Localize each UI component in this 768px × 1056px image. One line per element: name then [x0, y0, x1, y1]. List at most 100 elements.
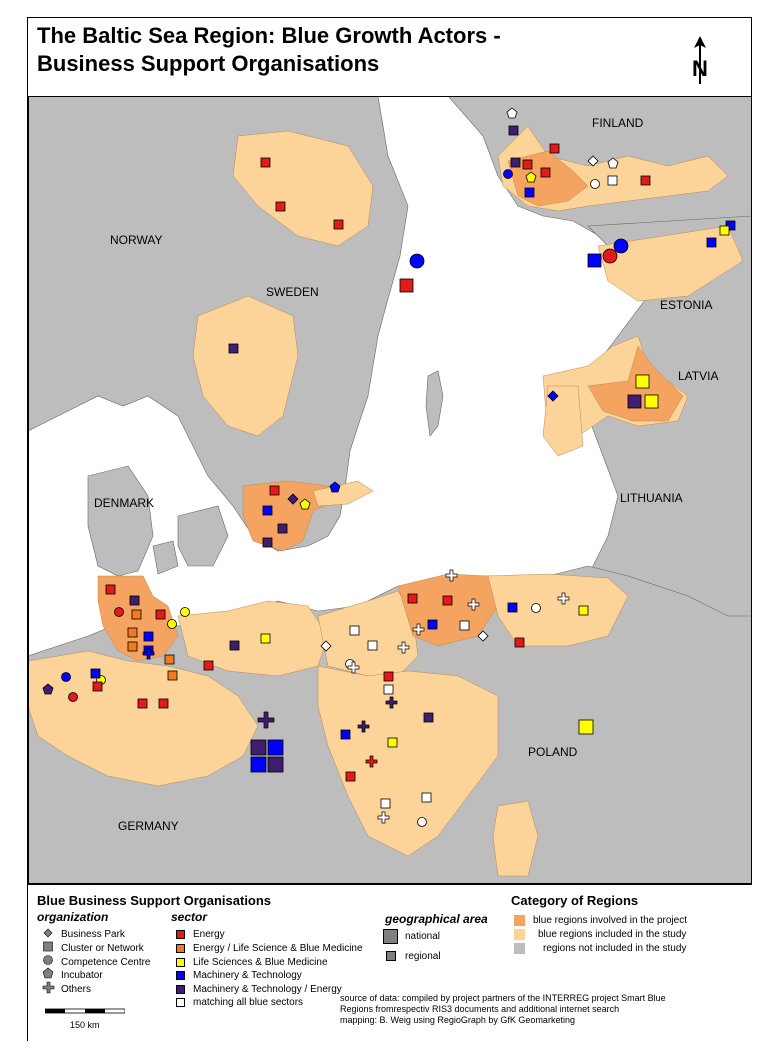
- region-riga: [587, 345, 684, 422]
- legend-geo-national: national: [405, 931, 441, 942]
- title-line-1: The Baltic Sea Region: Blue Growth Actor…: [37, 23, 501, 48]
- marker-other-darkpurple: [385, 696, 398, 709]
- marker-cluster-darkpurple-national: [627, 394, 642, 409]
- legend-heading: Blue Business Support Organisations: [37, 893, 272, 908]
- sector-swatch-energy: [176, 930, 185, 939]
- marker-park-white: [587, 155, 599, 167]
- marker-cluster-darkpurple: [262, 537, 273, 548]
- marker-cluster-darkpurple: [508, 125, 519, 136]
- label-poland: POLAND: [528, 745, 578, 759]
- marker-cluster-orange: [164, 654, 175, 665]
- marker-competence-yellow: [167, 619, 177, 629]
- marker-cluster-blue: [524, 187, 535, 198]
- marker-cluster-blue: [507, 602, 518, 613]
- marker-cluster-red: [522, 159, 533, 170]
- land-denmark: [87, 465, 154, 577]
- legend-category-heading: Category of Regions: [511, 893, 639, 908]
- marker-park-white: [320, 640, 332, 652]
- marker-cluster-darkpurple: [228, 343, 239, 354]
- marker-cluster-darkpurple: [423, 712, 434, 723]
- marker-cluster-white: [349, 625, 360, 636]
- region-blekinge: [312, 480, 374, 507]
- marker-competence-red-national: [602, 248, 618, 264]
- marker-cluster-white: [459, 620, 470, 631]
- legend-org-business-park: Business Park: [61, 929, 125, 940]
- marker-competence-white: [417, 817, 427, 827]
- marker-competence-red: [68, 692, 78, 702]
- legend-sector-machinery-energy: Machinery & Technology / Energy: [193, 984, 342, 995]
- region-warmia: [487, 573, 629, 647]
- marker-cluster-yellow: [387, 737, 398, 748]
- title-line-2: Business Support Organisations: [37, 51, 380, 76]
- marker-competence-blue-national: [409, 253, 425, 269]
- geo-national-symbol: [383, 929, 398, 944]
- marker-cluster-white: [383, 684, 394, 695]
- marker-cluster-darkpurple: [277, 523, 288, 534]
- marker-cluster-yellow: [719, 225, 730, 236]
- marker-cluster-white: [607, 175, 618, 186]
- marker-cluster-blue: [706, 237, 717, 248]
- incubator-icon: [42, 967, 54, 979]
- source-line-1: source of data: compiled by project part…: [340, 993, 666, 1003]
- region-sweden-mid: [192, 295, 299, 437]
- label-estonia: ESTONIA: [660, 298, 713, 312]
- marker-park-blue: [547, 390, 559, 402]
- marker-competence-blue: [503, 169, 513, 179]
- category-swatch-study: [514, 929, 525, 940]
- marker-incubator-yellow: [299, 498, 311, 510]
- legend-geo-regional: regional: [405, 951, 441, 962]
- marker-competence-blue: [61, 672, 71, 682]
- organization-symbols: [42, 928, 55, 994]
- marker-other-darkpurple: [357, 720, 370, 733]
- legend-org-cluster: Cluster or Network: [61, 943, 144, 954]
- marker-cluster-blue: [262, 505, 273, 516]
- label-germany: GERMANY: [118, 819, 179, 833]
- marker-other-white: [347, 661, 360, 674]
- legend-sector-machinery: Machinery & Technology: [193, 970, 302, 981]
- marker-cluster-red: [203, 660, 214, 671]
- marker-cluster-yellow: [578, 605, 589, 616]
- legend-geo-heading: geographical area: [385, 912, 488, 926]
- legend-sector-energy: Energy: [193, 929, 225, 940]
- marker-cluster-red: [640, 175, 651, 186]
- region-lithuania-coast: [542, 385, 584, 457]
- marker-cluster-blue: [725, 220, 736, 231]
- map-title: The Baltic Sea Region: Blue Growth Actor…: [37, 22, 501, 78]
- marker-cluster-yellow-national: [635, 374, 650, 389]
- baltic-map: [28, 96, 752, 884]
- marker-cluster-red: [275, 201, 286, 212]
- marker-cluster-darkpurple-national: [267, 756, 284, 773]
- marker-cluster-red: [442, 595, 453, 606]
- legend-category-study: blue regions included in the study: [538, 929, 687, 940]
- marker-cluster-blue: [340, 729, 351, 740]
- geo-regional-symbol: [386, 951, 396, 961]
- marker-cluster-red: [269, 485, 280, 496]
- island-gotland: [425, 370, 444, 437]
- marker-other-white: [445, 569, 458, 582]
- legend-category-project: blue regions involved in the project: [533, 915, 687, 926]
- marker-cluster-red: [155, 609, 166, 620]
- region-west-pomerania: [317, 590, 419, 677]
- region-lower-saxony: [28, 650, 259, 787]
- legend-category-not-included: regions not included in the study: [543, 943, 687, 954]
- marker-park-white: [477, 630, 489, 642]
- markers: [42, 107, 736, 827]
- scale-bar: [45, 1008, 125, 1014]
- land-zealand: [177, 505, 229, 567]
- marker-cluster-red: [549, 143, 560, 154]
- marker-other-white: [397, 641, 410, 654]
- sector-swatch-energy-life: [176, 944, 185, 953]
- marker-other-white: [412, 623, 425, 636]
- marker-cluster-darkpurple: [229, 640, 240, 651]
- marker-cluster-blue-national: [267, 739, 284, 756]
- marker-cluster-red: [345, 771, 356, 782]
- marker-cluster-orange: [167, 670, 178, 681]
- marker-cluster-white: [380, 798, 391, 809]
- label-finland: FINLAND: [592, 116, 644, 130]
- marker-incubator-darkpurple: [42, 683, 54, 695]
- region-west-poland: [317, 665, 499, 857]
- marker-other-white: [557, 592, 570, 605]
- marker-cluster-blue: [427, 619, 438, 630]
- marker-cluster-blue-national: [250, 756, 267, 773]
- marker-cluster-blue: [143, 631, 154, 642]
